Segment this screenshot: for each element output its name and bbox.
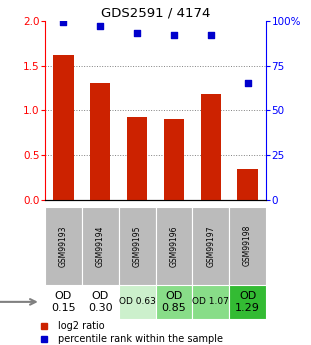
Bar	[229, 207, 266, 285]
Text: GSM99193: GSM99193	[59, 225, 68, 267]
Bar	[201, 94, 221, 200]
Bar	[237, 169, 258, 200]
Text: OD 1.07: OD 1.07	[192, 297, 229, 306]
Text: GSM99194: GSM99194	[96, 225, 105, 267]
Point	[61, 20, 66, 25]
Text: percentile rank within the sample: percentile rank within the sample	[58, 334, 223, 344]
Bar	[45, 207, 82, 285]
Text: GSM99196: GSM99196	[169, 225, 179, 267]
Bar	[53, 55, 74, 200]
Bar	[192, 207, 229, 285]
Text: OD
1.29: OD 1.29	[235, 291, 260, 313]
Point	[98, 23, 103, 29]
Bar	[45, 285, 82, 319]
Bar	[82, 285, 119, 319]
Bar	[164, 119, 184, 200]
Point	[245, 81, 250, 86]
Point	[208, 32, 213, 38]
Text: OD
0.85: OD 0.85	[161, 291, 186, 313]
Bar	[127, 117, 147, 200]
Bar	[156, 285, 192, 319]
Point	[171, 32, 176, 38]
Bar	[156, 207, 192, 285]
Bar	[90, 83, 110, 200]
Bar	[119, 207, 156, 285]
Bar	[82, 207, 119, 285]
Text: GSM99195: GSM99195	[132, 225, 142, 267]
Text: log2 ratio: log2 ratio	[58, 322, 104, 331]
Text: GSM99198: GSM99198	[243, 225, 252, 266]
Point	[135, 30, 140, 36]
Bar	[119, 285, 156, 319]
Text: OD 0.63: OD 0.63	[119, 297, 156, 306]
Title: GDS2591 / 4174: GDS2591 / 4174	[101, 7, 210, 20]
Text: GSM99197: GSM99197	[206, 225, 215, 267]
Text: OD
0.30: OD 0.30	[88, 291, 113, 313]
Text: OD
0.15: OD 0.15	[51, 291, 76, 313]
Bar	[192, 285, 229, 319]
Bar	[229, 285, 266, 319]
